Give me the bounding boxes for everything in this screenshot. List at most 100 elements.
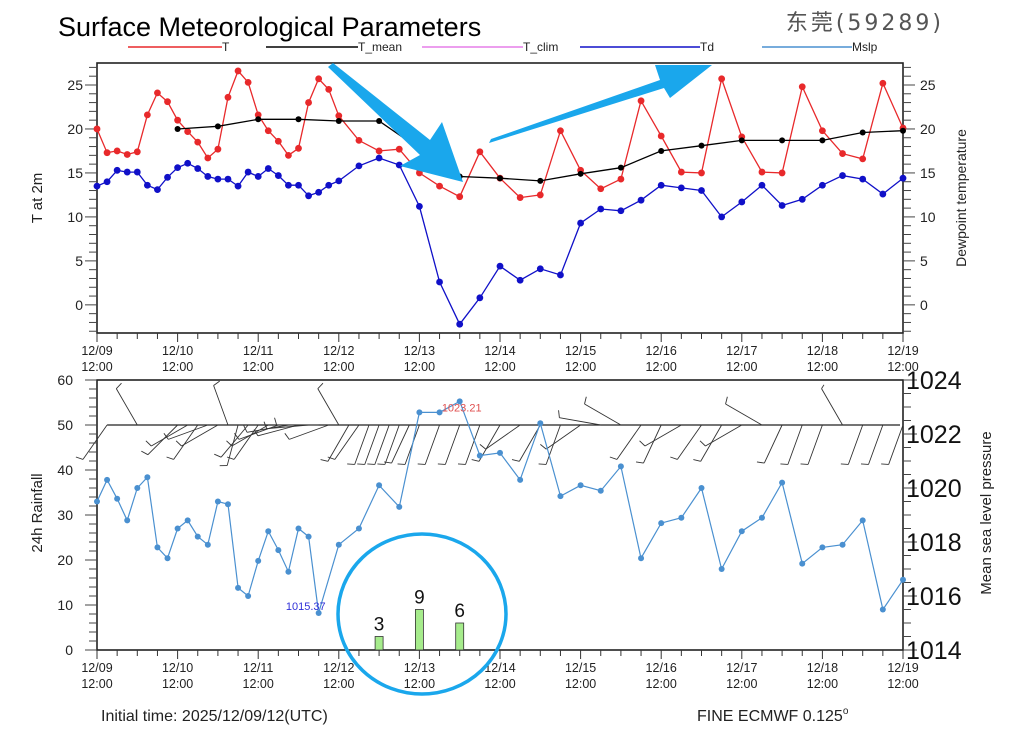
data-point-td — [113, 166, 121, 174]
wind-barb-staff — [391, 424, 410, 464]
wind-barb-staff — [888, 424, 904, 465]
wind-barb — [471, 424, 501, 462]
data-point-mslp — [305, 533, 312, 540]
wind-barb — [699, 424, 743, 447]
data-point-t-mean — [335, 118, 342, 125]
rainfall-pressure-panel: 010203040506010141016101810201022102424h… — [29, 367, 995, 691]
data-point-td — [264, 165, 272, 172]
x-tick-label-date: 12/19 — [887, 344, 918, 358]
data-point-td — [244, 168, 252, 176]
wind-barb-staff — [181, 424, 219, 447]
wind-barb-staff — [364, 424, 380, 465]
data-point-td — [395, 161, 403, 169]
wind-barb — [317, 382, 340, 426]
x-tick-label-date: 12/14 — [484, 661, 515, 675]
x-tick-label-time: 12:00 — [404, 677, 435, 691]
wind-barb — [457, 424, 481, 465]
y-tick-label: 0 — [75, 297, 83, 313]
y2-tick-label: 1020 — [906, 475, 962, 503]
data-point-td — [204, 173, 212, 180]
data-point-td — [234, 182, 242, 190]
data-point-t — [778, 169, 786, 177]
data-point-td — [718, 213, 726, 221]
wind-barb-staff — [151, 424, 188, 447]
x-tick-label-time: 12:00 — [243, 360, 274, 374]
data-point-t — [264, 127, 272, 135]
x-tick-label-date: 12/18 — [807, 661, 838, 675]
data-point-mslp — [275, 547, 282, 554]
data-point-t — [123, 151, 131, 158]
data-point-td — [456, 320, 464, 328]
wind-barb — [213, 380, 229, 426]
y-tick-label: 5 — [75, 253, 83, 269]
data-point-mslp — [134, 485, 141, 491]
wind-barb-staff — [354, 424, 370, 465]
data-point-td — [677, 184, 685, 192]
x-tick-label-date: 12/13 — [404, 661, 435, 675]
y-axis-label: 24h Rainfall — [29, 473, 46, 552]
wind-barb-feather — [226, 440, 233, 447]
data-point-t — [859, 155, 867, 163]
x-tick-label-time: 12:00 — [323, 677, 354, 691]
wind-barb-feather — [821, 384, 825, 389]
data-point-t-mean — [819, 137, 826, 144]
x-tick-label-time: 12:00 — [81, 360, 112, 374]
data-point-t — [698, 169, 705, 177]
wind-barb-staff — [545, 424, 581, 450]
wind-barb — [75, 424, 108, 460]
legend-label-t_clim: T_clim — [523, 40, 558, 54]
data-point-mslp — [416, 409, 423, 416]
data-point-mslp — [597, 487, 604, 494]
data-point-td — [254, 173, 262, 180]
wind-barb-feather — [213, 380, 220, 386]
wind-barb-feather — [471, 459, 480, 462]
data-point-t-mean — [859, 129, 866, 136]
wind-barb-feather — [558, 410, 560, 418]
wind-barb-feather — [166, 456, 174, 460]
data-point-mslp — [779, 479, 786, 486]
data-point-td — [184, 159, 192, 167]
x-tick-label-date: 12/09 — [81, 344, 112, 358]
data-point-td — [93, 182, 101, 190]
wind-barb-feather — [115, 382, 122, 389]
rainfall-value-label: 9 — [414, 588, 425, 609]
wind-barb-feather — [584, 396, 587, 405]
data-point-t — [637, 97, 645, 105]
wind-barb-feather — [284, 433, 290, 440]
x-tick-label-date: 12/17 — [726, 344, 757, 358]
wind-barb-feather — [163, 433, 169, 440]
x-tick-label-time: 12:00 — [646, 677, 677, 691]
data-point-t — [597, 185, 605, 193]
wind-barb-feather — [274, 417, 278, 426]
chart-title: Surface Meteorological Parameters — [58, 12, 481, 42]
data-point-t-mean — [537, 177, 544, 184]
wind-barb-feather — [540, 444, 547, 450]
data-point-td — [416, 202, 423, 210]
x-tick-label-date: 12/11 — [243, 661, 273, 675]
x-tick-label-time: 12:00 — [81, 677, 112, 691]
data-point-td — [698, 187, 705, 194]
x-tick-label-date: 12/15 — [565, 661, 596, 675]
data-point-td — [758, 181, 766, 189]
wind-barb — [234, 424, 279, 440]
data-point-td — [839, 172, 846, 179]
wind-barb-feather — [317, 382, 324, 389]
x-tick-label-date: 12/13 — [404, 344, 435, 358]
x-tick-label-date: 12/17 — [726, 661, 757, 675]
wind-barb — [860, 424, 884, 465]
legend-label-t: T — [222, 40, 230, 54]
data-point-td — [577, 219, 584, 227]
data-point-td — [899, 174, 907, 182]
data-point-td — [103, 178, 111, 186]
data-point-t-mean — [255, 116, 262, 123]
plot-frame — [96, 62, 904, 334]
wind-barb-feather — [479, 444, 487, 450]
wind-barb-feather — [725, 396, 728, 405]
wind-barb — [821, 384, 843, 426]
x-tick-label-time: 12:00 — [726, 677, 757, 691]
data-point-td — [133, 168, 141, 176]
data-point-mslp — [295, 525, 302, 532]
wind-barb — [780, 424, 803, 465]
data-point-mslp — [738, 528, 745, 535]
wind-barb-feather — [243, 425, 248, 433]
